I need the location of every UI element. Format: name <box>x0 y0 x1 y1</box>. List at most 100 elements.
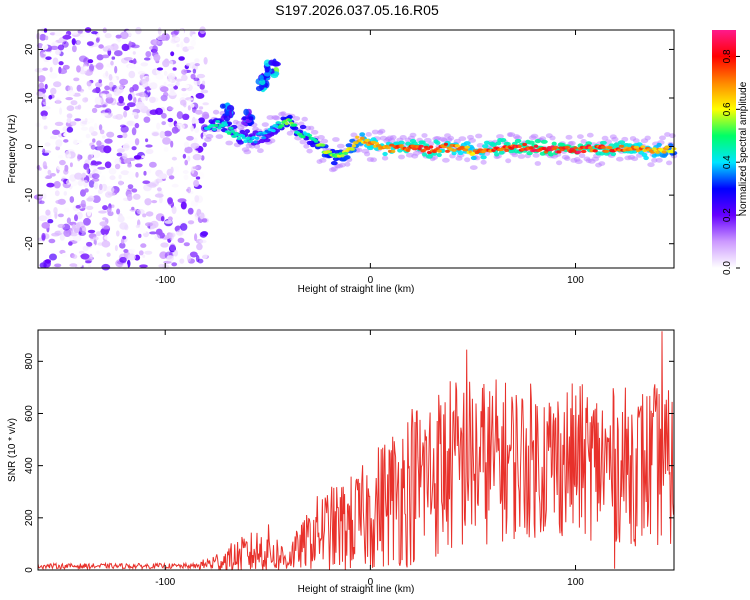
spectrogram-noise-cell <box>62 34 72 40</box>
spectrogram-noise-cell <box>69 162 73 168</box>
spectrogram-branch-cell <box>224 111 230 116</box>
spectrogram-ridge-cell <box>447 135 455 141</box>
spectrogram-noise-cell <box>127 253 136 261</box>
spectrogram-ridge-cell <box>421 133 428 138</box>
spectrogram-noise-cell <box>132 51 136 55</box>
spectrogram-noise-cell <box>111 204 115 208</box>
spectrogram-noise-cell <box>52 129 60 135</box>
spectrogram-ridge-cell <box>423 137 432 143</box>
spectrogram-ridge-cell <box>287 114 293 120</box>
spectrogram-noise-cell <box>183 36 190 44</box>
spectrogram-noise-cell <box>59 159 66 166</box>
spectrogram-noise-cell <box>58 68 68 75</box>
spectrogram-ridge-cell <box>320 138 329 144</box>
spectrogram-noise-cell <box>41 115 47 120</box>
spectrogram-noise-cell <box>87 264 92 268</box>
spectrogram-noise-cell <box>151 205 159 210</box>
spectrogram-noise-cell <box>92 236 99 241</box>
spectrogram-ridge-cell <box>275 121 282 125</box>
spectrogram-noise-cell <box>176 43 180 48</box>
spectrogram-noise-cell <box>131 146 137 151</box>
spectrogram-noise-cell <box>41 148 46 153</box>
spectrogram-noise-cell <box>167 72 176 80</box>
spectrogram-noise-cell <box>54 31 63 37</box>
spectrogram-noise-cell <box>119 124 127 128</box>
spectrogram-noise-cell <box>190 103 195 108</box>
spectrogram-noise-cell <box>183 174 189 181</box>
spectrogram-ridge-cell <box>212 127 217 131</box>
spectrogram-ridge-cell <box>548 152 554 157</box>
spectrogram-ridge-cell <box>599 140 607 145</box>
spectrogram-ridge-cell <box>632 138 640 144</box>
spectrogram-ridge-cell <box>631 156 639 162</box>
spectrogram-noise-cell <box>63 132 67 137</box>
spectrogram-noise-cell <box>181 74 188 82</box>
spectrogram-ridge-cell <box>299 139 307 145</box>
spectrogram-ridge-cell <box>451 148 457 152</box>
spectrogram-noise-cell <box>123 110 128 118</box>
spectrogram-noise-cell <box>65 48 73 52</box>
spectrogram-noise-cell <box>167 117 174 123</box>
spectrogram-noise-cell <box>128 60 135 63</box>
spectrogram-ridge-cell <box>616 156 624 162</box>
spectrogram-noise-cell <box>49 253 57 261</box>
spectrogram-noise-cell <box>53 181 61 189</box>
spectrogram-noise-cell <box>80 33 89 38</box>
spectrogram-ridge-cell <box>494 152 500 157</box>
spectrogram-noise-cell <box>43 51 51 55</box>
spectrogram-noise-cell <box>114 158 122 166</box>
spectrogram-noise-cell <box>40 110 48 117</box>
spectrogram-ridge-cell <box>223 123 229 127</box>
spectrogram-ridge-cell <box>261 136 267 140</box>
spectrogram-ridge-cell <box>352 141 359 145</box>
spectrogram-noise-cell <box>87 117 95 124</box>
spectrogram-noise-cell <box>72 45 77 53</box>
spectrogram-noise-cell <box>76 65 81 73</box>
spectrogram-ridge-cell <box>364 151 371 157</box>
spectrogram-noise-cell <box>182 170 189 174</box>
spectrogram-noise-cell <box>113 88 120 96</box>
spectrogram-ridge-cell <box>418 144 424 148</box>
spectrogram-noise-cell <box>177 237 185 243</box>
spectrogram-ridge-cell <box>617 140 626 145</box>
spectrogram-noise-cell <box>48 238 56 244</box>
spectrogram-noise-cell <box>100 112 109 116</box>
spectrogram-branch-cell <box>255 85 263 92</box>
spectrogram-noise-cell <box>201 218 208 223</box>
spectrogram-noise-cell <box>191 150 199 154</box>
spectrogram-ridge-cell <box>421 152 428 157</box>
spectrogram-noise-cell <box>200 89 209 94</box>
spectrogram-noise-cell <box>131 206 135 211</box>
spectrogram-ridge-cell <box>522 142 527 147</box>
spectrogram-ridge-cell <box>254 144 261 149</box>
spectrogram-ridge-cell <box>475 133 483 139</box>
spectrogram-noise-cell <box>118 95 124 104</box>
spectrogram-ridge-cell <box>320 143 326 147</box>
spectrogram-noise-cell <box>81 172 86 178</box>
spectrogram-noise-cell <box>123 249 129 253</box>
spectrogram-y-tick-label: 0 <box>24 143 35 149</box>
spectrogram-ridge-cell <box>480 155 487 160</box>
colorbar: 0.0 0.2 0.4 0.6 0.8 Normalized spectral ampl… <box>712 30 749 275</box>
spectrogram-ridge-cell <box>600 145 607 149</box>
spectrogram-ridge-cell <box>253 140 258 144</box>
spectrogram-noise-cell <box>38 82 45 90</box>
spectrogram-noise-cell <box>160 242 169 248</box>
spectrogram-noise-cell <box>121 43 130 52</box>
spectrogram-noise-cell <box>49 45 59 51</box>
spectrogram-noise-cell <box>173 85 179 90</box>
spectrogram-noise-cell <box>135 26 142 35</box>
spectrogram-noise-cell <box>131 44 140 49</box>
spectrogram-ridge-cell <box>505 142 511 147</box>
spectrogram-ridge-cell <box>482 144 489 149</box>
spectrogram-ridge-cell <box>654 152 661 157</box>
spectrogram-ridge-cell <box>399 135 407 140</box>
spectrogram-ridge-cell <box>442 157 450 163</box>
spectrogram-noise-cell <box>66 117 72 124</box>
spectrogram-noise-cell <box>57 44 65 51</box>
spectrogram-noise-cell <box>127 193 133 202</box>
spectrogram-noise-cell <box>174 37 180 42</box>
spectrogram-noise-cell <box>57 213 64 218</box>
spectrogram-noise-cell <box>74 118 82 122</box>
spectrogram-noise-cell <box>143 170 147 176</box>
